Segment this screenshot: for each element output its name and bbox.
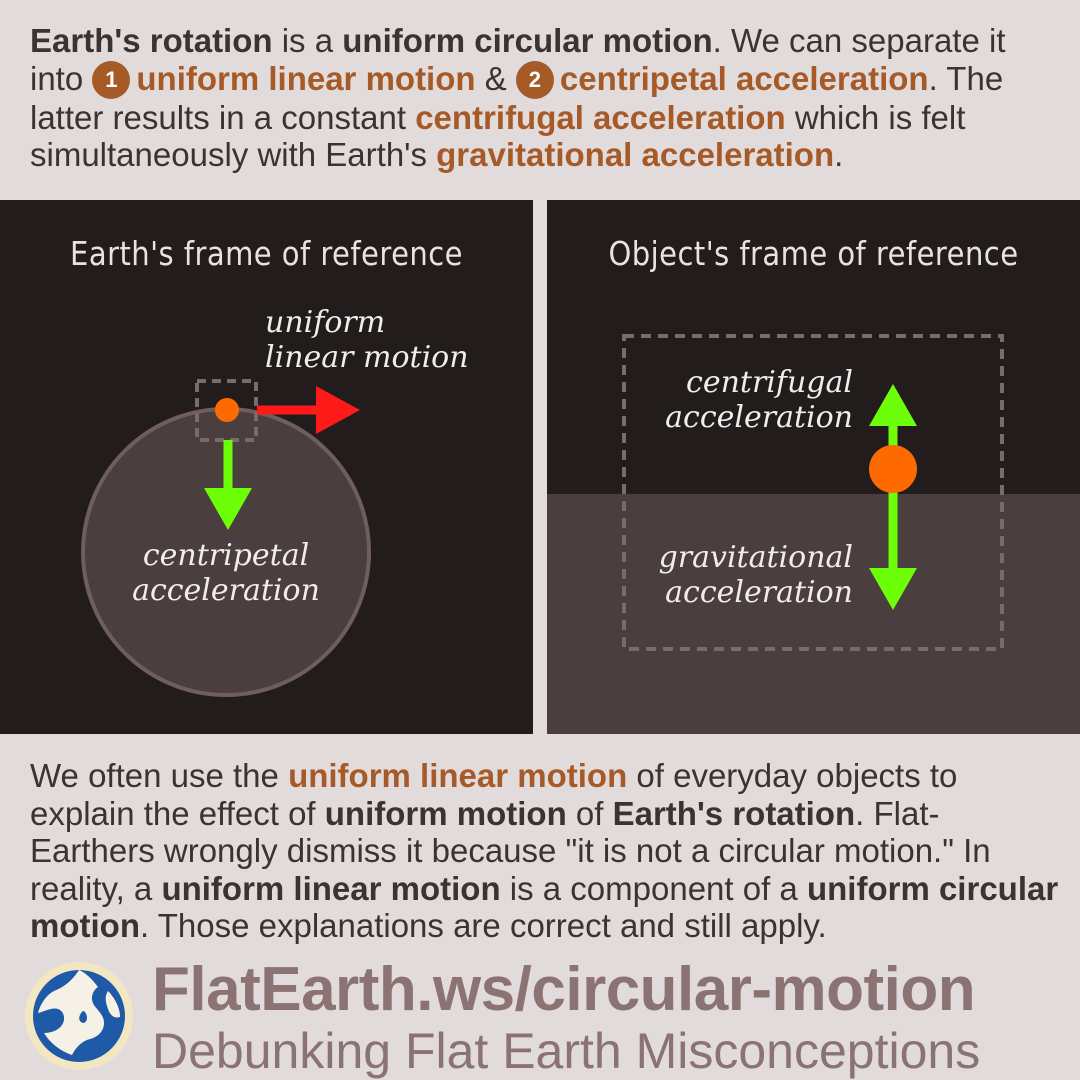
- intro-highlight: centripetal acceleration: [559, 59, 929, 97]
- step-number-badge: 2: [515, 60, 554, 99]
- outro-bold: Earth's rotation: [612, 794, 856, 832]
- intro-paragraph: Earth's rotation is a uniform circular m…: [30, 22, 1060, 174]
- outro-text: . Those explanations are correct and sti…: [139, 907, 827, 944]
- label-line: linear motion: [265, 340, 469, 375]
- linear-motion-label: uniform linear motion: [265, 305, 469, 375]
- intro-highlight: centrifugal acceleration: [415, 98, 786, 136]
- outro-bold: uniform linear motion: [161, 869, 501, 907]
- label-line: acceleration: [665, 575, 853, 610]
- outro-bold: uniform motion: [324, 794, 567, 832]
- intro-text: . The latter results in a constant: [30, 59, 1004, 136]
- object-dot: [215, 398, 239, 422]
- footer-url: FlatEarth.ws/circular-motion: [152, 955, 976, 1024]
- centrifugal-arrow-head: [869, 384, 917, 426]
- object-frame-diagram: [622, 334, 1004, 651]
- earth-frame-diagram: [81, 379, 371, 697]
- label-line: uniform: [265, 305, 386, 340]
- outro-paragraph: We often use the uniform linear motion o…: [30, 757, 1060, 945]
- outro-bold: uniform circular motion: [30, 869, 1059, 945]
- intro-text: is a: [272, 22, 343, 59]
- gravitational-arrow-head: [869, 568, 917, 610]
- centripetal-arrow-head: [204, 488, 252, 530]
- object-dashed-frame: [622, 334, 1004, 651]
- centripetal-label: centripetal acceleration: [110, 538, 342, 608]
- flat-earth-logo-icon: [25, 962, 133, 1070]
- outro-highlight: uniform linear motion: [288, 757, 628, 794]
- panel-title: Earth's frame of reference: [70, 234, 463, 273]
- object-dot: [869, 445, 917, 493]
- outro-text: . Flat-Earthers wrongly dismiss it becau…: [30, 794, 991, 907]
- centrifugal-label: centrifugal acceleration: [647, 365, 853, 435]
- label-line: centrifugal: [686, 365, 853, 400]
- outro-text: is a component of a: [500, 869, 807, 907]
- intro-highlight: uniform linear motion: [136, 59, 476, 97]
- label-line: centripetal: [142, 538, 310, 573]
- step-number-badge: 1: [92, 60, 131, 99]
- linear-motion-arrow-head: [316, 386, 360, 434]
- outro-text: of: [566, 794, 613, 832]
- intro-highlight: gravitational acceleration: [436, 136, 835, 173]
- gravitational-label: gravitational acceleration: [637, 540, 853, 610]
- intro-text: uniform circular motion: [342, 22, 713, 59]
- object-frame-panel: Object's frame of reference centrifugal …: [547, 200, 1080, 734]
- outro-text: We often use the: [30, 757, 289, 794]
- outro-text: of everyday objects to explain the effec…: [30, 757, 958, 832]
- intro-text: &: [475, 59, 516, 97]
- footer-tagline: Debunking Flat Earth Misconceptions: [152, 1023, 981, 1079]
- ground-area: [547, 494, 1080, 734]
- intro-text: .: [834, 136, 844, 173]
- intro-text: which is felt simultaneously with Earth'…: [30, 98, 966, 174]
- panel-title: Object's frame of reference: [608, 234, 1019, 273]
- label-line: gravitational: [658, 540, 853, 575]
- intro-text: . We can separate it into: [30, 22, 1006, 97]
- intro-text: Earth's rotation: [30, 22, 273, 59]
- earth-frame-panel: Earth's frame of reference uniform linea…: [0, 200, 533, 734]
- label-line: acceleration: [665, 400, 853, 435]
- label-line: acceleration: [132, 573, 320, 608]
